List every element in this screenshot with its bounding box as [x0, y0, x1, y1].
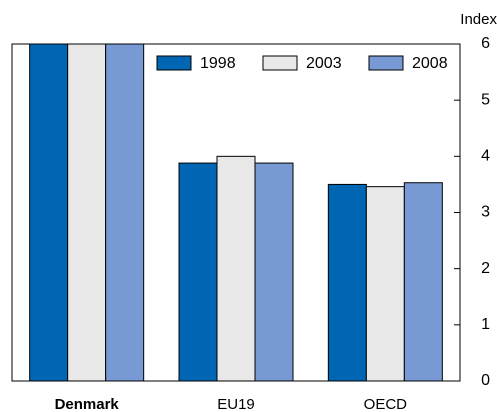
x-tick-label: Denmark [55, 396, 120, 412]
y-tick-label: 0 [481, 372, 490, 389]
legend-label: 1998 [200, 55, 236, 72]
x-tick-label: OECD [364, 396, 408, 412]
legend-swatch [368, 55, 404, 71]
legend-swatch [156, 55, 192, 71]
y-tick-label: 3 [481, 204, 490, 221]
bar [365, 186, 405, 382]
bar [216, 155, 256, 382]
y-tick-label: 5 [481, 91, 490, 108]
bar [67, 43, 107, 382]
bar [254, 162, 294, 382]
bar [105, 43, 145, 382]
bar [403, 182, 443, 382]
y-tick-label: 2 [481, 260, 490, 277]
legend-box [150, 48, 455, 78]
bar [29, 43, 69, 382]
legend-swatch [262, 55, 298, 71]
plot-frame [11, 43, 461, 382]
legend-label: 2008 [412, 55, 448, 72]
y-axis-label: Index [460, 11, 497, 28]
bar [327, 183, 367, 382]
legend-label: 2003 [306, 55, 342, 72]
bar [178, 162, 218, 382]
x-tick-label: EU19 [217, 396, 255, 412]
y-tick-label: 6 [481, 35, 490, 52]
y-tick-label: 1 [481, 316, 490, 333]
y-tick-label: 4 [481, 148, 490, 165]
